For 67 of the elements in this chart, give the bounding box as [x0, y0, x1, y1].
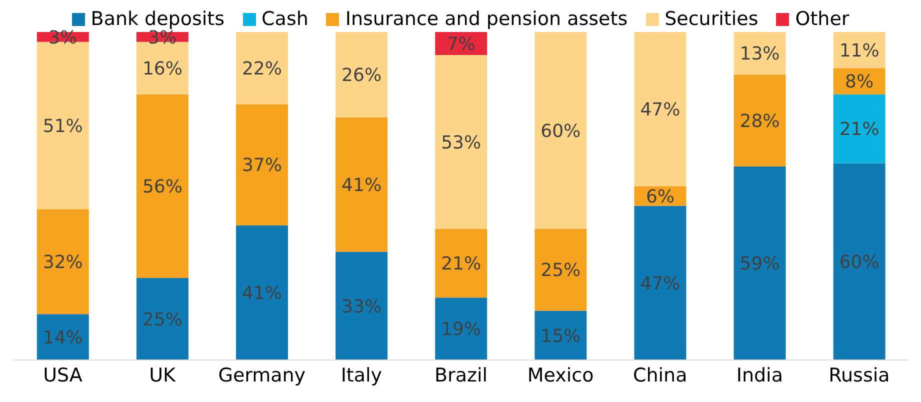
bar: [136, 278, 188, 360]
x-tick-label: China: [632, 364, 688, 386]
data-label: 14%: [42, 327, 83, 348]
data-label: 56%: [142, 176, 182, 198]
bar: [634, 206, 686, 360]
data-label: 6%: [646, 186, 675, 208]
legend-label: Other: [794, 8, 850, 30]
bar: [435, 54, 488, 229]
data-label: 60%: [540, 120, 581, 142]
legend-label: Securities: [664, 8, 758, 30]
data-label: 51%: [42, 116, 83, 137]
bar: [734, 32, 786, 75]
data-label: 33%: [342, 296, 382, 318]
data-label: 25%: [142, 309, 182, 330]
x-tick-label: Italy: [340, 364, 382, 386]
bar: [336, 117, 388, 252]
bar: [136, 94, 188, 278]
data-label: 22%: [242, 58, 282, 80]
data-label: 47%: [640, 99, 680, 120]
data-label: 21%: [839, 119, 880, 140]
bar: [336, 252, 388, 360]
data-label: 21%: [441, 254, 482, 275]
data-label: 19%: [441, 319, 482, 340]
data-label: 26%: [342, 65, 382, 86]
bar: [36, 314, 89, 360]
bar: [634, 32, 686, 186]
data-label: 16%: [142, 58, 182, 80]
legend-label: Cash: [260, 8, 308, 30]
bar: [435, 298, 488, 360]
bar: [534, 32, 587, 229]
x-tick-label: Brazil: [434, 364, 488, 386]
data-label: 37%: [242, 155, 282, 176]
bar: [833, 32, 886, 68]
bar: [734, 74, 786, 166]
bar: [534, 310, 587, 360]
data-label: 41%: [242, 283, 282, 304]
data-label: 28%: [740, 110, 780, 132]
x-tick-label: India: [736, 364, 783, 386]
data-label: 60%: [839, 252, 880, 273]
bar: [833, 163, 886, 360]
x-tick-label: Germany: [218, 364, 306, 386]
data-label: 59%: [740, 254, 780, 275]
x-tick-label: UK: [149, 364, 176, 386]
bar: [236, 226, 288, 360]
data-label: 11%: [839, 40, 880, 62]
data-label: 7%: [446, 34, 476, 55]
data-label: 8%: [845, 72, 874, 93]
bar: [236, 32, 288, 104]
bar: [236, 104, 288, 226]
x-tick-label: Mexico: [527, 364, 594, 386]
data-label: 25%: [540, 260, 581, 282]
data-label: 15%: [540, 326, 581, 347]
bar: [734, 166, 786, 360]
x-tick-label: USA: [43, 364, 82, 386]
data-label: 47%: [640, 273, 680, 294]
data-label: 41%: [342, 174, 382, 196]
data-label: 13%: [740, 44, 780, 65]
x-tick-label: Russia: [828, 364, 890, 386]
bar: [435, 228, 488, 298]
legend-label: Bank deposits: [90, 8, 225, 30]
bar: [534, 228, 587, 311]
bar: [336, 32, 388, 118]
data-label: 53%: [441, 132, 482, 154]
legend-label: Insurance and pension assets: [344, 8, 628, 30]
data-label: 32%: [42, 252, 83, 273]
bar: [833, 94, 886, 164]
bar: [36, 209, 89, 314]
